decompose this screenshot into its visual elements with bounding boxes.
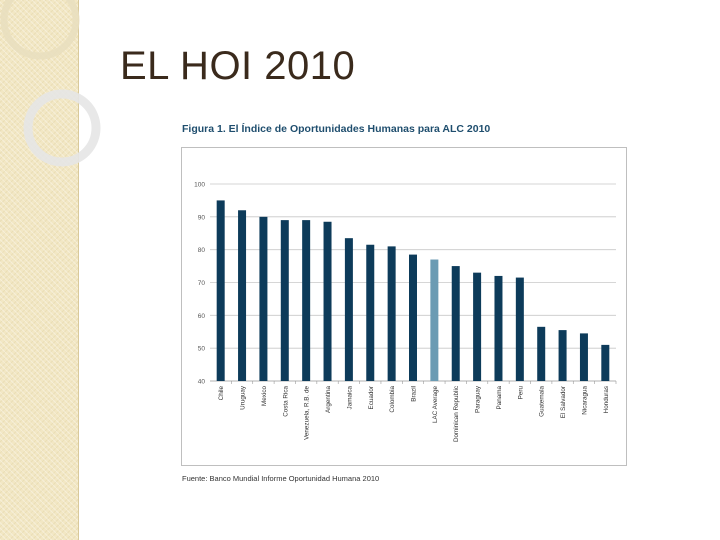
- x-tick-label: LAC Average: [432, 386, 439, 423]
- bar-venezuela-r-b-de: [302, 220, 311, 381]
- bar-panama: [494, 275, 503, 381]
- bar-chile: [216, 200, 225, 381]
- chart-frame: 40 50 60 70 80 90 100 Chile Uruguay Mexico Costa R…: [181, 147, 627, 466]
- y-tick-label: 60: [198, 313, 206, 320]
- x-tick-label: Brazil: [411, 386, 418, 402]
- y-tick-label: 80: [198, 247, 206, 254]
- bar-jamaica: [344, 238, 353, 381]
- bar-ecuador: [366, 244, 375, 381]
- x-tick-label: Nicaragua: [581, 386, 588, 415]
- bar-brazil: [409, 254, 417, 381]
- bar-honduras: [601, 344, 610, 381]
- bar-lac-average: [430, 259, 439, 381]
- y-tick-label: 70: [198, 280, 206, 287]
- y-tick-label: 100: [194, 182, 205, 189]
- x-tick-label: Panama: [496, 386, 503, 410]
- x-tick-label: Guatemala: [539, 386, 546, 417]
- bar-chart: 40 50 60 70 80 90 100 Chile Uruguay Mexico Costa R…: [194, 182, 617, 442]
- x-tick-label: Paraguay: [475, 385, 482, 413]
- bar-paraguay: [473, 272, 482, 381]
- bar-mexico: [259, 216, 268, 381]
- slide-title: EL HOI 2010: [120, 44, 356, 88]
- figure-title: Figura 1. El Índice de Oportunidades Hum…: [182, 123, 491, 135]
- x-tick-label: Dominican Republic: [453, 386, 460, 442]
- bar-dominican-republic: [451, 266, 460, 381]
- bar-costa-rica: [280, 220, 289, 381]
- bar-el-salvador: [558, 330, 567, 381]
- x-tick-label: Chile: [218, 386, 225, 401]
- x-tick-label: Uruguay: [240, 385, 247, 410]
- x-tick-label: Peru: [517, 386, 524, 400]
- x-tick-label: Venezuela, R.B. de: [304, 386, 311, 440]
- source-note: Fuente: Banco Mundial Informe Oportunida…: [182, 474, 380, 483]
- x-tick-label: El Salvador: [560, 386, 567, 418]
- bar-uruguay: [238, 210, 247, 381]
- x-tick-label: Ecuador: [368, 386, 375, 409]
- bar-nicaragua: [579, 333, 588, 381]
- decorative-circles: [0, 0, 101, 167]
- x-tick-label: Colombia: [389, 386, 396, 413]
- x-tick-label: Argentina: [325, 386, 332, 413]
- bar-peru: [515, 277, 524, 381]
- y-tick-label: 40: [198, 379, 206, 386]
- x-tick-label: Honduras: [603, 386, 610, 413]
- x-tick-label: Jamaica: [346, 386, 353, 410]
- y-tick-label: 90: [198, 214, 206, 221]
- x-tick-label: Mexico: [261, 386, 268, 406]
- y-tick-label: 50: [198, 346, 206, 353]
- bar-guatemala: [537, 326, 546, 381]
- bar-argentina: [323, 221, 332, 381]
- x-tick-label: Costa Rica: [282, 386, 289, 417]
- bar-colombia: [387, 246, 396, 381]
